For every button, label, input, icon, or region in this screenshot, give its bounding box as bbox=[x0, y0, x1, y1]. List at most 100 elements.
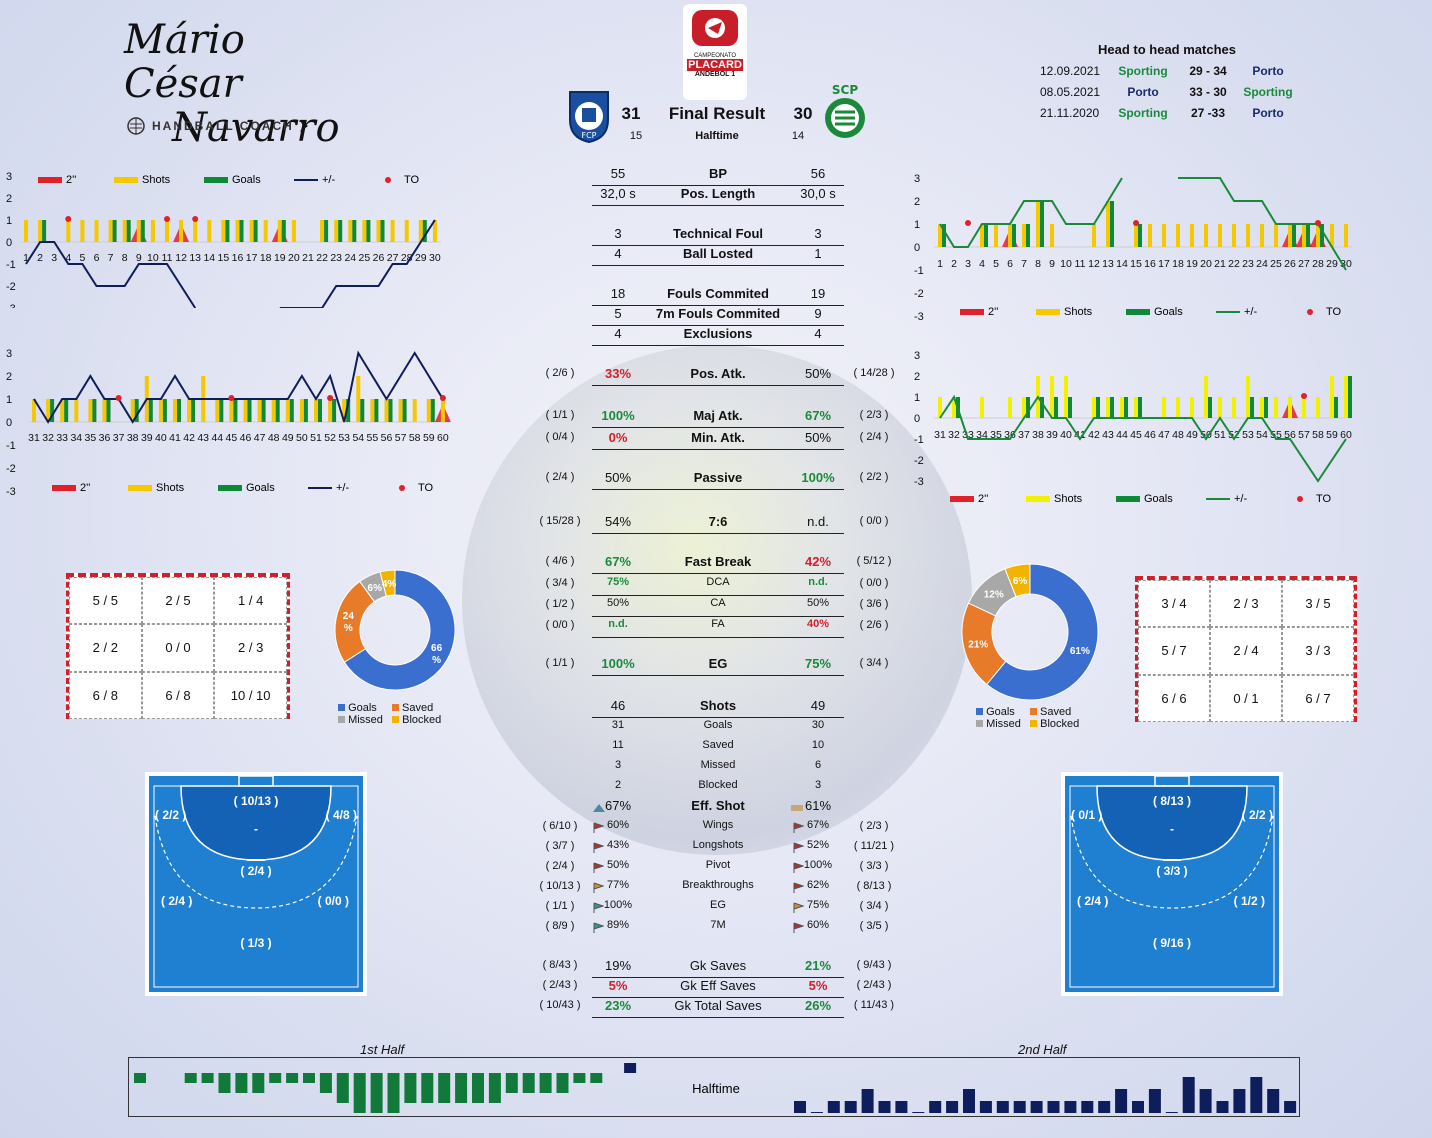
shots-bar bbox=[418, 220, 423, 242]
first-half-label: 1st Half bbox=[360, 1042, 405, 1057]
x-tick-label: 13 bbox=[189, 252, 201, 264]
goal-zone-cell: 3 / 3 bbox=[1282, 627, 1354, 675]
goals-bar bbox=[352, 220, 357, 242]
court-zone-lb: ( 2/4 ) bbox=[161, 894, 193, 908]
timeline-bar bbox=[404, 1073, 417, 1103]
x-tick-label: 9 bbox=[136, 252, 142, 264]
timeout-marker bbox=[327, 395, 334, 401]
court-zone-lb: ( 2/4 ) bbox=[1077, 894, 1109, 908]
goals-bar bbox=[1138, 397, 1142, 418]
goals-bar bbox=[134, 399, 139, 422]
x-tick-label: 44 bbox=[211, 432, 223, 444]
stat-home-value: 46 bbox=[610, 698, 626, 713]
stat-home-value: 67% bbox=[604, 798, 632, 813]
stat-home-value: 77% bbox=[606, 879, 630, 891]
shots-bar bbox=[1162, 224, 1166, 247]
stat-home-value: 50% bbox=[606, 859, 630, 871]
goal-zone-cell: 2 / 3 bbox=[214, 624, 287, 672]
away-shot-court: ( 8/13 ) ( 0/1 ) ( 2/2 ) - ( 3/3 ) ( 2/4 ) ( 1… bbox=[1061, 772, 1283, 996]
stat-row: 33% Pos. Atk. 50% bbox=[592, 366, 844, 386]
x-tick-label: 29 bbox=[1326, 258, 1338, 270]
stat-home-value: 5% bbox=[608, 978, 628, 993]
stat-away-value: 10 bbox=[811, 739, 825, 751]
shots-bar bbox=[1344, 376, 1348, 418]
y-tick-label: 2 bbox=[914, 371, 920, 383]
stat-away-value: 49 bbox=[810, 698, 826, 713]
shots-bar bbox=[1022, 224, 1026, 247]
shots-bar bbox=[277, 220, 282, 242]
goals-bar bbox=[140, 220, 145, 242]
x-tick-label: 45 bbox=[1130, 429, 1142, 441]
x-tick-label: 56 bbox=[381, 432, 393, 444]
legend-two-min: 2'' bbox=[988, 306, 998, 318]
timeout-marker bbox=[965, 220, 971, 226]
stat-home-count: ( 8/43 ) bbox=[542, 959, 578, 971]
stat-home-value: 31 bbox=[611, 719, 625, 731]
goals-bar bbox=[1250, 397, 1254, 418]
timeout-marker bbox=[164, 216, 170, 222]
stat-away-value: 30,0 s bbox=[800, 186, 836, 201]
goals-bar bbox=[92, 399, 97, 422]
x-tick-label: 52 bbox=[324, 432, 336, 444]
x-tick-label: 24 bbox=[1256, 258, 1268, 270]
goal-zone-cell: 0 / 0 bbox=[141, 624, 215, 672]
x-tick-label: 59 bbox=[423, 432, 435, 444]
legend-shots-swatch bbox=[1026, 496, 1050, 502]
stat-home-value: 100% bbox=[601, 408, 635, 423]
home-donut-legend: Goals Saved Missed Blocked bbox=[338, 702, 478, 726]
x-tick-label: 22 bbox=[1228, 258, 1240, 270]
stat-row: 77% Breakthroughs 62% bbox=[592, 879, 844, 899]
coach-tagline: HANDBALL COACH bbox=[126, 116, 312, 136]
shots-bar bbox=[404, 220, 409, 242]
goal-zone-cell: 2 / 5 bbox=[141, 577, 215, 625]
stat-home-count: ( 10/13 ) bbox=[539, 880, 581, 892]
x-tick-label: 28 bbox=[401, 252, 413, 264]
stat-home-value: 55 bbox=[610, 166, 626, 181]
stat-home-value: 0% bbox=[608, 430, 628, 445]
h2h-away-team: Porto bbox=[1252, 64, 1284, 78]
goals-bar bbox=[281, 220, 286, 242]
stat-away-value: 61% bbox=[804, 798, 832, 813]
x-tick-label: 60 bbox=[437, 432, 449, 444]
x-tick-label: 21 bbox=[302, 252, 314, 264]
x-tick-label: 9 bbox=[1049, 258, 1055, 270]
timeline-bar bbox=[810, 1112, 823, 1113]
shots-bar bbox=[1260, 224, 1264, 247]
goals-bar bbox=[1110, 397, 1114, 418]
timeout-marker bbox=[192, 216, 199, 222]
goals-bar bbox=[219, 399, 224, 422]
legend-shots-swatch bbox=[1036, 309, 1060, 315]
x-tick-label: 30 bbox=[429, 252, 441, 264]
h2h-date: 21.11.2020 bbox=[1040, 106, 1100, 120]
court-zone-six: ( 10/13 ) bbox=[233, 794, 279, 808]
shots-bar bbox=[426, 399, 431, 422]
stat-home-count: ( 1/1 ) bbox=[545, 657, 575, 669]
x-tick-label: 5 bbox=[993, 258, 999, 270]
flag-icon bbox=[593, 902, 604, 913]
h2h-home-team: Sporting bbox=[1118, 106, 1168, 120]
court-zone-rb: ( 1/2 ) bbox=[1233, 894, 1265, 908]
x-tick-label: 40 bbox=[1060, 429, 1072, 441]
donut-value-label: 61% bbox=[1070, 646, 1090, 657]
timeline-bar bbox=[353, 1073, 366, 1113]
goals-bar bbox=[366, 220, 371, 242]
timeline-bar bbox=[488, 1073, 501, 1103]
court-zone-lw: ( 0/1 ) bbox=[1071, 808, 1103, 822]
x-tick-label: 38 bbox=[127, 432, 139, 444]
legend-plus-minus: +/- bbox=[1234, 493, 1247, 505]
league-emblem-icon bbox=[692, 10, 738, 46]
x-tick-label: 58 bbox=[1312, 429, 1324, 441]
x-tick-label: 40 bbox=[155, 432, 167, 444]
x-tick-label: 32 bbox=[948, 429, 960, 441]
shots-bar bbox=[136, 220, 141, 242]
stat-label: Fast Break bbox=[684, 554, 752, 569]
legend-two-min-swatch bbox=[960, 309, 984, 315]
stat-home-value: 54% bbox=[604, 514, 632, 529]
stat-label: EG bbox=[710, 899, 726, 911]
timeline-bar bbox=[1233, 1089, 1246, 1113]
stat-away-value: n.d. bbox=[807, 514, 829, 529]
shots-bar bbox=[229, 399, 234, 422]
stat-row: 4 Ball Losted 1 bbox=[592, 246, 844, 266]
stat-label: Goals bbox=[703, 719, 733, 731]
stat-row: 23% Gk Total Saves 26% bbox=[592, 998, 844, 1018]
